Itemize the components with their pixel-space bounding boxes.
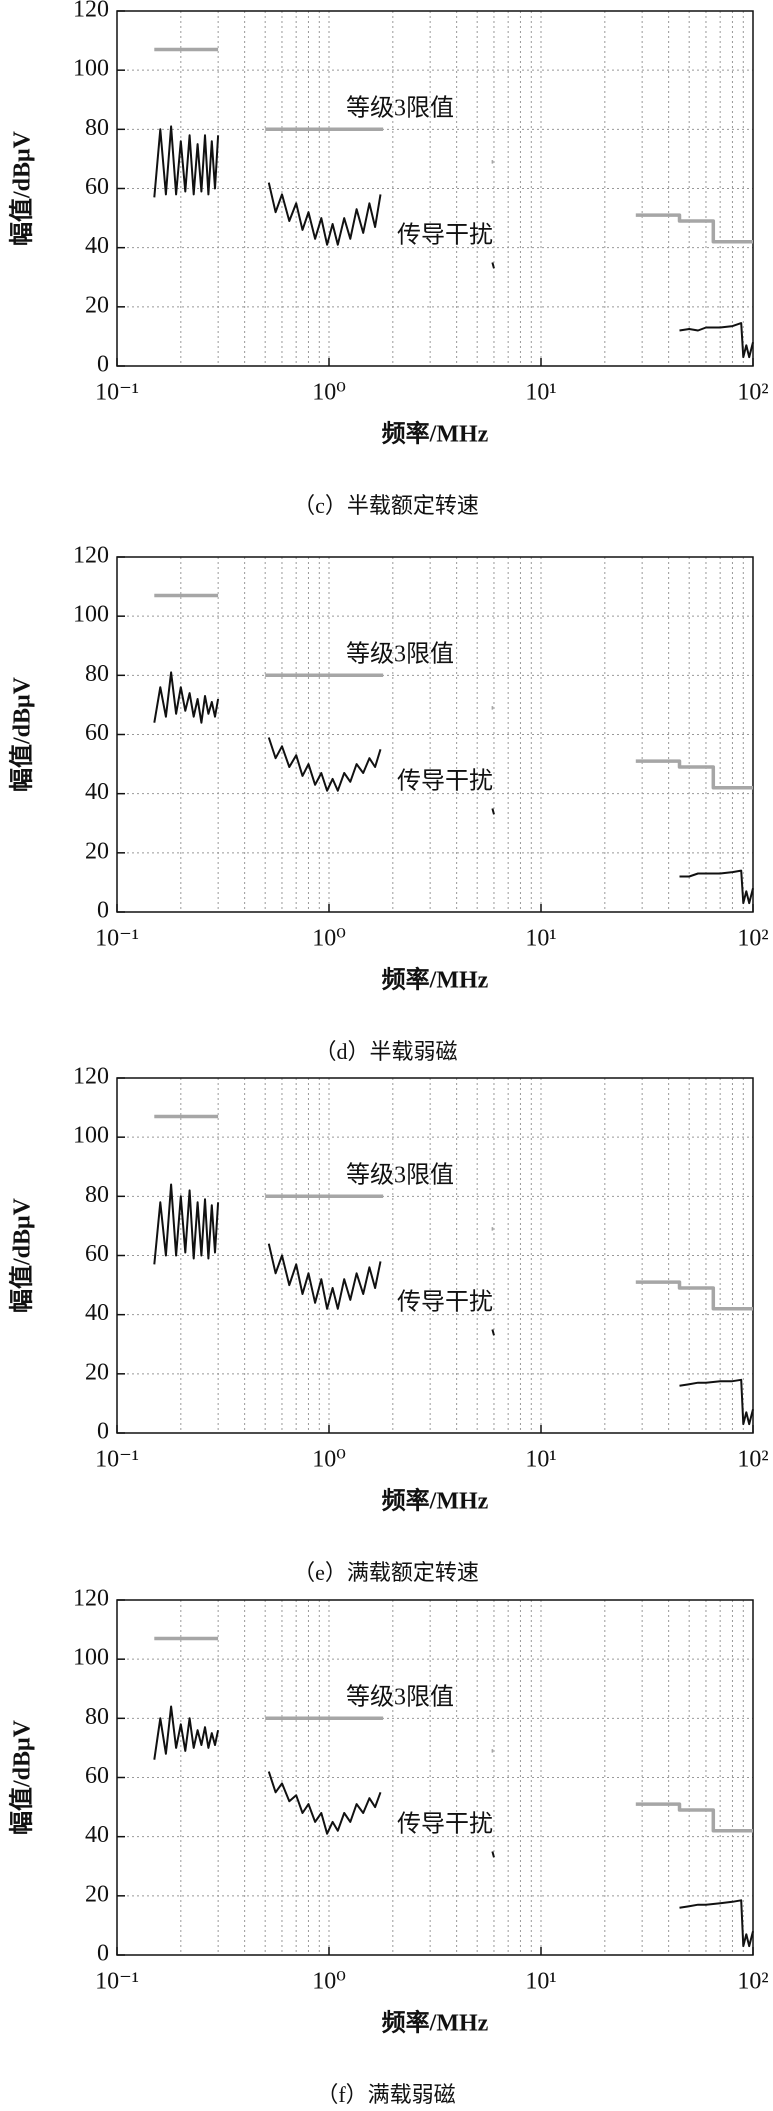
caption: （e）满载额定转速 [293,1560,479,1585]
x-tick-label: 10¹ [525,1447,556,1473]
y-tick-label: 20 [85,1359,109,1385]
y-axis-label: 幅值/dBμV [8,1719,36,1835]
annotation: 传导干扰 [397,1289,493,1316]
series-line [154,593,753,790]
y-tick-label: 100 [73,56,109,82]
y-tick-label: 100 [73,602,109,628]
y-tick-label: 0 [97,352,109,378]
x-axis-label: 频率/MHz [382,420,489,448]
annotation: 传导干扰 [397,1811,493,1838]
y-tick-label: 120 [73,0,109,23]
y-tick-label: 60 [85,174,109,200]
y-tick-label: 20 [85,292,109,318]
y-tick-label: 80 [85,1182,109,1208]
y-tick-label: 100 [73,1123,109,1149]
caption: （c）半载额定转速 [293,493,479,518]
y-tick-label: 120 [73,1064,109,1090]
y-tick-label: 40 [85,1822,109,1848]
series-line [153,125,754,359]
annotation: 等级3限值 [346,1162,454,1189]
x-tick-label: 10⁻¹ [95,380,139,406]
y-tick-label: 20 [85,1881,109,1907]
annotation: 等级3限值 [346,95,454,122]
series-line [154,1636,753,1833]
x-tick-label: 10¹ [525,1969,556,1995]
caption: （d）半载弱磁 [314,1039,457,1064]
x-tick-label: 10⁻¹ [95,926,139,952]
y-tick-label: 60 [85,1763,109,1789]
chart-panel: 0 20 40 60 80 100 120 10⁻¹ 10⁰ 10¹ 10² 频率/MHz 幅值/dBμ… [8,1586,769,2108]
y-tick-label: 100 [73,1645,109,1671]
x-axis-label: 频率/MHz [382,966,489,994]
chart-panel: 0 20 40 60 80 100 120 10⁻¹ 10⁰ 10¹ 10² 频率/MHz 幅值/dBμ… [8,543,769,1065]
x-tick-label: 10² [737,926,768,952]
series-line [153,1183,754,1426]
series-line [154,47,753,244]
y-tick-label: 0 [97,1419,109,1445]
y-tick-label: 80 [85,1704,109,1730]
y-tick-label: 120 [73,543,109,569]
chart-panel: 0 20 40 60 80 100 120 10⁻¹ 10⁰ 10¹ 10² 频率/MHz 幅值/dBμ… [8,1064,769,1586]
x-axis-label: 频率/MHz [382,2009,489,2037]
y-axis-label: 幅值/dBμV [8,130,36,246]
x-tick-label: 10⁻¹ [95,1969,139,1995]
y-axis-label: 幅值/dBμV [8,1197,36,1313]
x-axis-label: 频率/MHz [382,1487,489,1515]
y-tick-label: 0 [97,1941,109,1967]
x-tick-label: 10² [737,380,768,406]
y-axis-label: 幅值/dBμV [8,676,36,792]
caption: （f）满载弱磁 [316,2082,455,2106]
x-tick-label: 10⁰ [312,1447,346,1473]
y-tick-label: 60 [85,1241,109,1267]
chart-panel: 0 20 40 60 80 100 120 10⁻¹ 10⁰ 10¹ 10² 频率/MHz 幅值/dBμ… [8,0,769,518]
y-tick-label: 0 [97,898,109,924]
series-line [153,671,754,905]
y-tick-label: 40 [85,233,109,259]
y-tick-label: 40 [85,779,109,805]
x-tick-label: 10² [737,1447,768,1473]
annotation: 传导干扰 [397,222,493,249]
x-tick-label: 10⁰ [312,380,346,406]
annotation: 等级3限值 [346,1684,454,1711]
y-tick-label: 40 [85,1300,109,1326]
y-tick-label: 80 [85,115,109,141]
x-tick-label: 10⁰ [312,1969,346,1995]
x-tick-label: 10⁻¹ [95,1447,139,1473]
series-line [154,1114,753,1311]
x-tick-label: 10⁰ [312,926,346,952]
y-tick-label: 20 [85,838,109,864]
x-tick-label: 10² [737,1969,768,1995]
annotation: 传导干扰 [397,768,493,795]
series-line [153,1705,754,1948]
y-tick-label: 120 [73,1586,109,1612]
y-tick-label: 80 [85,661,109,687]
x-tick-label: 10¹ [525,926,556,952]
x-tick-label: 10¹ [525,380,556,406]
annotation: 等级3限值 [346,641,454,668]
y-tick-label: 60 [85,720,109,746]
